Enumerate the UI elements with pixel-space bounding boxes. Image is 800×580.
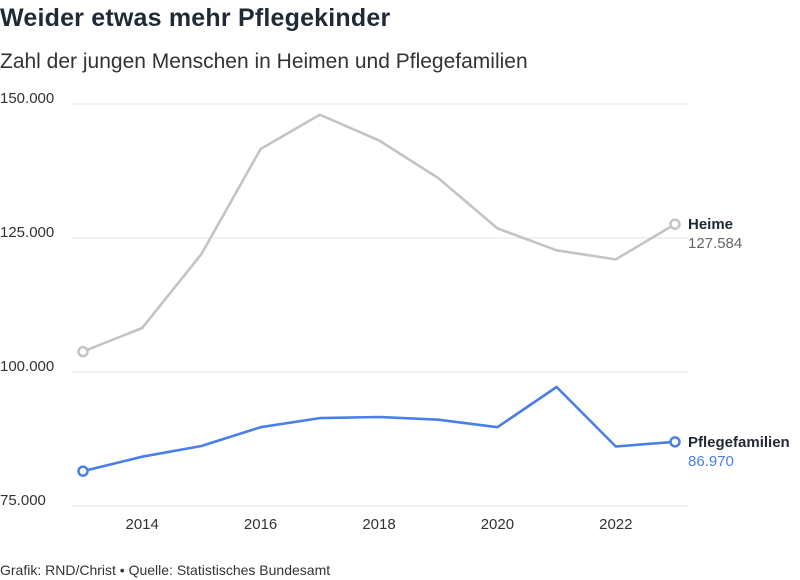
series-label-heime: Heime: [688, 216, 733, 233]
x-tick-label: 2020: [481, 516, 514, 533]
series-marker-heime: [77, 345, 89, 358]
source-footer: Grafik: RND/Christ • Quelle: Statistisch…: [0, 562, 331, 578]
series-marker-pflegefamilien: [77, 465, 89, 477]
series-line-heime: [81, 113, 677, 353]
series-marker-pflegefamilien: [669, 436, 681, 448]
y-tick-label: 125.000: [0, 224, 54, 241]
y-axis-ticks: 75.000 100.000 125.000 150.000: [0, 90, 54, 509]
x-tick-label: 2018: [362, 516, 395, 533]
x-axis-ticks: 2014 2016 2018 2020 2022: [126, 516, 633, 533]
series-value-heime: 127.584: [688, 235, 742, 252]
series-marker-heime: [669, 218, 681, 230]
line-chart: 75.000 100.000 125.000 150.000 2014 2016 2018…: [0, 90, 790, 533]
series-label-pflegefamilien: Pflegefamilien: [688, 434, 790, 451]
y-tick-label: 150.000: [0, 90, 54, 107]
chart-subtitle: Zahl der jungen Menschen in Heimen und P…: [0, 50, 528, 73]
grid-layer: [72, 103, 688, 507]
y-tick-label: 100.000: [0, 358, 54, 375]
x-tick-label: 2016: [244, 516, 277, 533]
x-tick-label: 2014: [126, 516, 159, 533]
series-labels: Heime 127.584 Pflegefamilien 86.970: [688, 216, 790, 470]
series-value-pflegefamilien: 86.970: [688, 453, 734, 470]
series-layer: [77, 113, 681, 477]
series-line-pflegefamilien: [81, 385, 677, 473]
y-tick-label: 75.000: [0, 492, 46, 509]
x-tick-label: 2022: [599, 516, 632, 533]
chart-title: Weider etwas mehr Pflegekinder: [0, 4, 391, 32]
